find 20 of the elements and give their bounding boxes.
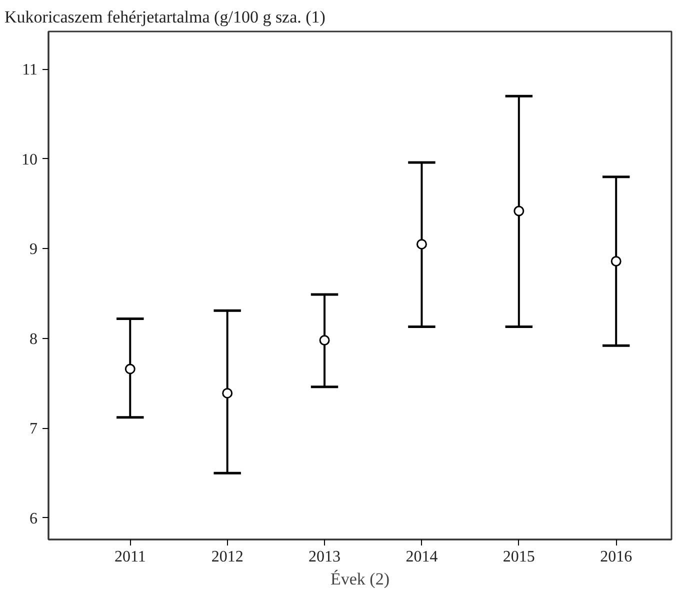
x-tick-label: 2011	[114, 548, 146, 566]
y-tick-label: 6	[30, 510, 38, 528]
point	[319, 335, 330, 346]
x-tick-label: 2013	[308, 548, 341, 566]
point	[514, 206, 524, 216]
x-tick-label: 2015	[502, 548, 535, 566]
y-axis-title: Kukoricaszem fehérjetartalma (g/100 g sza. (1)	[4, 8, 326, 26]
y-tick-label: 9	[30, 241, 38, 258]
point	[124, 364, 136, 374]
x-tick-label: 2014	[406, 548, 438, 566]
point	[416, 238, 427, 250]
y-tick-label: 10	[22, 151, 38, 168]
x-tick-label: 2016	[600, 548, 632, 566]
y-tick-label: 8	[30, 330, 38, 348]
x-tick-label: 2012	[211, 548, 244, 566]
point	[222, 388, 233, 398]
y-tick-label: 11	[22, 62, 38, 79]
y-tick-label: 7	[30, 420, 38, 438]
point	[610, 256, 622, 267]
x-axis-title: Évek (2)	[330, 570, 390, 588]
